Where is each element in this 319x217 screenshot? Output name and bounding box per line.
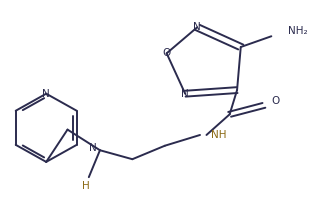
Text: NH₂: NH₂ — [288, 26, 308, 36]
Text: N: N — [89, 143, 97, 153]
Text: N: N — [193, 22, 201, 32]
Text: NH: NH — [211, 130, 226, 140]
Text: N: N — [42, 89, 50, 99]
Text: N: N — [181, 89, 189, 99]
Text: H: H — [82, 181, 90, 191]
Text: O: O — [271, 96, 279, 106]
Text: O: O — [162, 48, 171, 58]
